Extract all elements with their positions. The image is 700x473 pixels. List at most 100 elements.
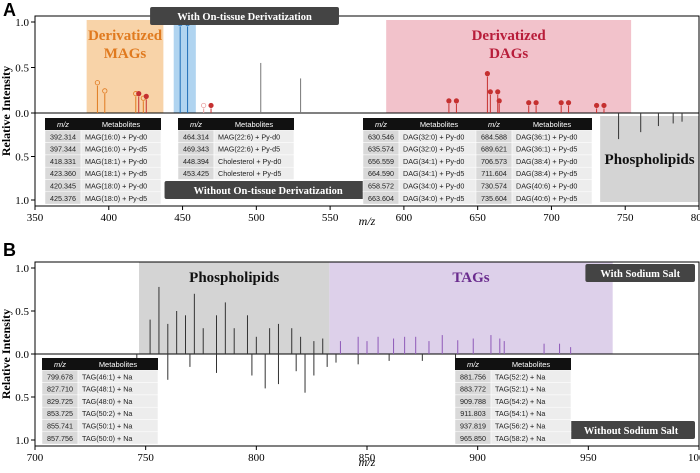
table-cell-mz: 706.573 (481, 157, 507, 166)
panel-letter: A (3, 0, 16, 20)
table-cell-mz: 965.850 (460, 434, 486, 443)
table-cell-metabolite: MAG(16:0) + Py-d5 (85, 145, 147, 154)
table-cell-metabolite: DAG(40:6) + Py-d0 (516, 182, 577, 191)
peak-marker (526, 100, 532, 106)
peak-marker (453, 98, 460, 104)
x-tick-label: 350 (27, 212, 44, 224)
plot-frame (34, 15, 700, 207)
metabolite-table: m/z Metabolites 799.678 TAG(46:1) + Na 827.7… (41, 358, 159, 445)
x-tick-label: 850 (359, 452, 376, 464)
peak-marker (136, 91, 142, 97)
table-cell-mz: 711.604 (481, 169, 506, 178)
x-tick-label: 550 (322, 212, 339, 224)
table-header-cell (476, 118, 512, 131)
region-label: MAGs (104, 46, 147, 62)
table-header-metabolites: Metabolites (533, 120, 572, 129)
region-label: Phospholipids (605, 152, 695, 168)
x-axis-label: m/z (359, 455, 376, 469)
region-shade (386, 20, 632, 113)
y-tick-label: 0.0 (15, 108, 29, 120)
table-cell (80, 191, 162, 205)
y-tick-label: 0.5 (15, 152, 29, 164)
metabolite-table: m/z Metabolites 392.314 MAG(16:0) + Py-d0 39… (44, 118, 162, 205)
table-cell-metabolite: DAG(38:4) + Py-d5 (516, 169, 577, 178)
peak-marker (143, 93, 149, 99)
x-tick-label: 600 (396, 212, 413, 224)
table-cell-metabolite: DAG(32:0) + Py-d0 (403, 132, 464, 141)
table-cell-mz: 684.588 (481, 132, 507, 141)
table-cell-mz: 857.756 (47, 434, 73, 443)
table-cell-mz: 664.590 (368, 169, 394, 178)
table-cell-mz: 735.604 (481, 194, 507, 203)
title-box-label: With Sodium Salt (600, 269, 680, 280)
table-cell-metabolite: TAG(54:2) + Na (495, 397, 545, 406)
table-cell-mz: 448.394 (183, 157, 209, 166)
x-axis-label: m/z (359, 214, 376, 228)
table-cell (77, 431, 159, 445)
table-header-cell (512, 118, 592, 131)
y-axis-label: Relative Intensity (0, 309, 13, 399)
y-tick-label: 0.5 (15, 392, 29, 404)
y-tick-label: 0.0 (15, 349, 29, 361)
table-cell-mz: 425.376 (50, 194, 76, 203)
table-cell (490, 431, 572, 445)
title-box (585, 264, 695, 282)
peak-marker (558, 100, 564, 106)
table-cell-mz: 689.621 (481, 145, 507, 154)
peak-marker (484, 71, 491, 77)
region-label: Derivatized (472, 28, 547, 44)
table-cell-metabolite: DAG(34:0) + Py-d5 (403, 194, 464, 203)
table-cell-metabolite: MAG(18:0) + Py-d0 (85, 182, 147, 191)
table-cell-mz: 469.343 (183, 145, 209, 154)
title-box (164, 181, 372, 199)
table-cell-mz: 397.344 (50, 145, 76, 154)
x-tick-label: 450 (174, 212, 191, 224)
table-cell-metabolite: TAG(50:0) + Na (82, 434, 132, 443)
x-tick-label: 950 (580, 452, 597, 464)
table-header-cell (178, 118, 214, 131)
table-cell-metabolite: DAG(40:6) + Py-d5 (516, 194, 577, 203)
title-box (567, 421, 695, 439)
metabolite-table: m/z Metabolites 630.546 DAG(32:0) + Py-d0 63… (362, 118, 480, 205)
y-axis-label: Relative Intensity (0, 66, 13, 156)
table-cell-metabolite: Cholesterol + Py-d5 (218, 169, 281, 178)
metabolite-table: m/z Metabolites 684.588 DAG(36:1) + Py-d0 68… (475, 118, 593, 205)
table-cell-metabolite: MAG(22:6) + Py-d0 (218, 132, 280, 141)
x-tick-label: 400 (101, 212, 118, 224)
table-header-cell (78, 358, 158, 371)
y-tick-label: 1.0 (15, 195, 29, 207)
table-cell-metabolite: MAG(18:1) + Py-d0 (85, 157, 147, 166)
table-cell-mz: 418.331 (50, 157, 76, 166)
table-cell-metabolite: DAG(36:1) + Py-d0 (516, 132, 577, 141)
region-shade (600, 116, 699, 202)
table-cell-metabolite: TAG(52:1) + Na (495, 385, 545, 394)
x-tick-label: 750 (137, 452, 154, 464)
y-tick-label: 0.5 (15, 306, 29, 318)
peak-marker (94, 80, 101, 86)
table-cell-metabolite: DAG(36:1) + Py-d5 (516, 145, 577, 154)
table-cell-mz: 911.803 (460, 409, 485, 418)
table-cell-mz: 827.710 (47, 385, 73, 394)
table-header-metabolites: Metabolites (420, 120, 459, 129)
table-cell-mz: 829.725 (47, 397, 73, 406)
table-header-cell (455, 358, 491, 371)
table-header-mz: m/z (57, 120, 69, 129)
table-header-metabolites: Metabolites (99, 360, 138, 369)
table-cell-mz: 423.360 (50, 169, 76, 178)
table-cell-metabolite: TAG(46:1) + Na (82, 372, 132, 381)
x-tick-label: 500 (248, 212, 265, 224)
table-cell-mz: 855.741 (47, 422, 73, 431)
x-tick-label: 800 (248, 452, 265, 464)
x-tick-label: 900 (469, 452, 486, 464)
table-cell-mz: 635.574 (368, 145, 394, 154)
table-cell-metabolite: MAG(18:0) + Py-d5 (85, 194, 147, 203)
table-cell-metabolite: DAG(38:4) + Py-d0 (516, 157, 577, 166)
table-cell-mz: 909.788 (460, 397, 486, 406)
x-tick-label: 700 (543, 212, 560, 224)
region-shade (329, 262, 613, 354)
metabolite-table: m/z Metabolites 464.314 MAG(22:6) + Py-d0 46… (177, 118, 295, 180)
panel-B: Phospholipids TAGs 700 750 800 850 900 950 1000 m… (0, 240, 700, 469)
peak-marker (487, 89, 493, 95)
y-tick-label: 1.0 (15, 17, 29, 29)
y-tick-label: 1.0 (15, 263, 29, 275)
